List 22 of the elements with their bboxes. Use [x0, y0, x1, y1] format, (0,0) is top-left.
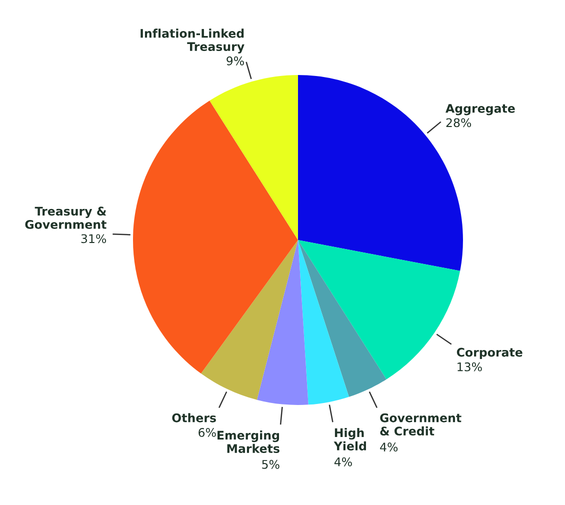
pie-slice — [201, 240, 298, 400]
slice-label: Government & Credit — [380, 413, 462, 436]
pie-slice — [256, 240, 308, 405]
slice-label: High Yield — [334, 428, 366, 450]
slice-label: Inflation-Linked Treasury — [140, 28, 244, 54]
data-label: 4% — [334, 457, 352, 466]
slice-label: Emerging Markets — [218, 430, 280, 453]
pie-slice — [210, 75, 298, 240]
slice-label: Aggregate — [446, 104, 515, 116]
slice-label: Corporate — [456, 348, 522, 360]
data-label: 6% — [198, 428, 216, 437]
data-label: 4% — [380, 442, 398, 452]
slice-label: Treasury & Government — [25, 206, 106, 229]
data-label: 9% — [226, 56, 244, 66]
data-label: 31% — [81, 234, 106, 244]
data-label: 28% — [446, 118, 472, 128]
slice-label: Others — [172, 413, 216, 422]
pie-slice — [298, 240, 349, 405]
pie-slice — [298, 240, 386, 397]
data-label: 5% — [262, 460, 280, 469]
data-label: 13% — [458, 362, 482, 372]
pie-slice — [133, 100, 298, 374]
